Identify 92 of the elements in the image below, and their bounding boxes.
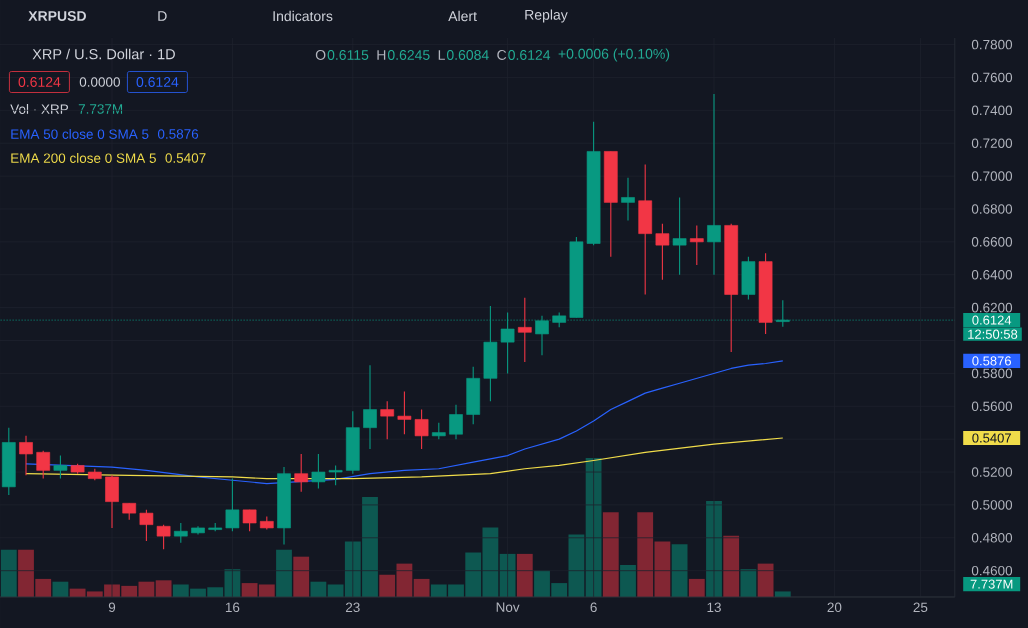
bar — [740, 569, 757, 597]
bar — [688, 578, 705, 597]
y-tick-label: 0.7000 — [971, 171, 1013, 181]
y-tick-label: 0.7800 — [971, 39, 1013, 50]
candlestick — [242, 509, 257, 532]
y-tick-label: 0.5200 — [971, 467, 1013, 477]
candlestick — [707, 93, 721, 276]
text: 0.5876 — [972, 356, 1012, 366]
annotation: C — [497, 50, 507, 60]
chart-title: Vol · XRP — [10, 104, 69, 114]
candlestick — [621, 177, 635, 222]
text: EMA 200 close 0 SMA 5 — [11, 153, 156, 163]
y-tick-label: 0.4800 — [971, 533, 1013, 543]
y-tick-label: 0.6600 — [971, 237, 1013, 247]
x-tick-label: 20 — [827, 602, 842, 613]
annotation: 0.0000 — [79, 77, 120, 87]
text: D — [158, 11, 167, 21]
bar — [757, 563, 774, 597]
bar — [620, 565, 636, 597]
text: EMA 50 close 0 SMA 5 — [11, 129, 149, 139]
bar — [293, 556, 310, 597]
bar — [52, 581, 69, 597]
candlestick — [294, 453, 309, 493]
x-tick-label: 25 — [913, 602, 928, 613]
text: Replay — [525, 9, 568, 23]
annotation: 0.6124 — [136, 77, 179, 87]
y-tick-label: 0.6800 — [971, 204, 1013, 214]
candlestick — [225, 478, 240, 532]
x-tick-label: 23 — [345, 602, 360, 613]
bar — [499, 553, 516, 597]
bar — [413, 578, 430, 597]
annotation: 0.6245 — [387, 50, 430, 60]
x-tick-label: 16 — [225, 602, 240, 613]
candlestick — [36, 450, 51, 480]
text: 7.737M — [970, 579, 1013, 589]
annotation: H — [377, 50, 386, 60]
y-tick-label: 0.7600 — [971, 72, 1013, 83]
x-tick-label: 13 — [707, 602, 721, 613]
candlestick — [517, 297, 532, 363]
annotation: 0.6124 — [508, 50, 551, 60]
bar — [723, 535, 740, 597]
candlestick — [311, 453, 326, 490]
y-tick-label: 0.6200 — [971, 302, 1013, 313]
y-tick-label: 0.5600 — [971, 401, 1013, 412]
candlestick — [689, 224, 704, 266]
candlestick — [139, 509, 154, 542]
x-tick-label: Nov — [496, 602, 520, 612]
candlestick — [363, 364, 377, 450]
text: XRP / U.S. Dollar · 1D — [32, 48, 175, 60]
bar — [516, 553, 533, 597]
candlestick — [380, 400, 395, 440]
text: Alert — [448, 10, 477, 22]
bar — [671, 544, 688, 597]
bar — [602, 512, 619, 597]
bar — [310, 581, 327, 597]
candlestick — [173, 522, 188, 544]
line-series — [25, 437, 784, 480]
candlestick — [397, 390, 412, 435]
x-tick-label: 9 — [108, 602, 116, 613]
candlestick — [19, 435, 33, 476]
candlestick — [53, 455, 68, 480]
bar — [276, 549, 292, 597]
annotation: +0.0006 (+0.10%) — [558, 48, 670, 62]
text: 0.5407 — [972, 433, 1011, 443]
y-tick-label: 0.5800 — [971, 368, 1013, 379]
candlestick — [672, 196, 687, 276]
y-tick-label: 0.6400 — [971, 269, 1013, 280]
y-tick-label: 0.4600 — [971, 565, 1013, 576]
annotation: 7.737M — [78, 104, 123, 114]
candlestick — [655, 223, 670, 281]
text: Indicators — [273, 10, 333, 22]
annotation: L — [438, 50, 445, 60]
y-tick-label: 0.7400 — [971, 105, 1013, 116]
y-tick-label: 0.7200 — [971, 138, 1013, 148]
annotation: 0.6115 — [327, 50, 369, 60]
x-tick-label: 6 — [590, 602, 597, 613]
bar — [0, 549, 17, 597]
annotation: 0.5876 — [157, 129, 199, 139]
annotation: 0.5407 — [165, 153, 206, 163]
text: 12:50:58 — [968, 329, 1018, 339]
candlestick — [414, 409, 429, 450]
y-tick-label: 0.5000 — [971, 500, 1013, 510]
bar — [774, 591, 791, 597]
ref-line-label: 0.6124 — [972, 315, 1012, 325]
annotation: O — [315, 50, 326, 60]
candlestick — [156, 524, 171, 550]
bar — [155, 580, 172, 597]
annotation: 0.6084 — [446, 50, 489, 60]
candlestick — [328, 464, 343, 486]
text: XRPUSD — [28, 11, 86, 21]
annotation: 0.6124 — [18, 77, 61, 87]
candlestick — [449, 404, 463, 440]
